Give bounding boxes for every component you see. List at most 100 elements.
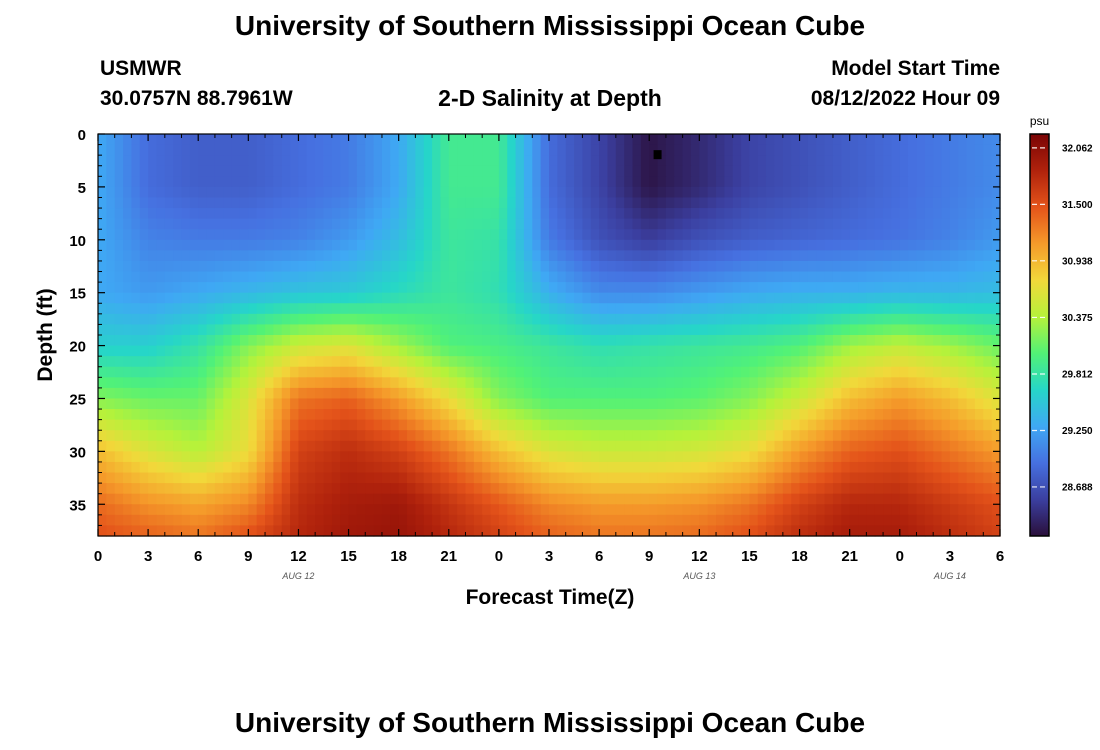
heatmap-cell: [674, 430, 684, 442]
heatmap-cell: [490, 218, 500, 230]
heatmap-cell: [941, 493, 951, 505]
heatmap-cell: [173, 271, 183, 283]
heatmap-cell: [398, 398, 408, 410]
heatmap-cell: [381, 239, 391, 251]
heatmap-cell: [381, 197, 391, 209]
heatmap-cell: [899, 493, 909, 505]
heatmap-cell: [398, 366, 408, 378]
heatmap-cell: [265, 409, 274, 421]
heatmap-cell: [281, 356, 291, 368]
heatmap-cell: [473, 260, 483, 273]
heatmap-cell: [699, 176, 709, 188]
heatmap-cell: [323, 229, 333, 241]
heatmap-cell: [958, 282, 968, 294]
heatmap-cell: [574, 239, 584, 251]
heatmap-cell: [874, 525, 884, 537]
heatmap-cell: [657, 398, 667, 410]
heatmap-cell: [991, 218, 1001, 230]
heatmap-cell: [490, 303, 500, 315]
heatmap-cell: [256, 430, 266, 442]
heatmap-cell: [148, 292, 158, 304]
heatmap-cell: [565, 504, 575, 516]
heatmap-cell: [757, 229, 767, 241]
heatmap-cell: [281, 419, 291, 431]
heatmap-cell: [365, 366, 375, 378]
heatmap-cell: [181, 197, 191, 209]
heatmap-cell: [699, 430, 709, 442]
heatmap-cell: [874, 208, 884, 220]
heatmap-cell: [832, 271, 842, 283]
heatmap-cell: [198, 461, 208, 474]
heatmap-cell: [674, 483, 684, 495]
heatmap-cell: [432, 366, 442, 378]
heatmap-cell: [991, 377, 1001, 389]
heatmap-cell: [239, 461, 249, 474]
heatmap-cell: [114, 324, 124, 336]
heatmap-cell: [799, 155, 809, 167]
heatmap-cell: [432, 345, 442, 357]
heatmap-cell: [407, 292, 416, 304]
heatmap-cell: [181, 335, 191, 347]
heatmap-cell: [114, 229, 124, 241]
heatmap-cell: [899, 419, 909, 431]
heatmap-cell: [557, 366, 567, 378]
heatmap-cell: [799, 451, 809, 463]
heatmap-cell: [457, 260, 467, 273]
heatmap-cell: [407, 377, 416, 389]
heatmap-cell: [824, 239, 834, 251]
heatmap-cell: [732, 472, 742, 484]
heatmap-cell: [657, 387, 667, 400]
heatmap-cell: [807, 451, 817, 463]
heatmap-cell: [732, 430, 742, 442]
heatmap-cell: [148, 483, 158, 495]
heatmap-cell: [407, 419, 416, 431]
heatmap-cell: [448, 366, 458, 378]
heatmap-cell: [924, 250, 934, 262]
heatmap-cell: [214, 155, 224, 167]
heatmap-cell: [682, 292, 692, 304]
heatmap-cell: [98, 324, 107, 336]
heatmap-cell: [615, 134, 625, 146]
heatmap-cell: [540, 504, 550, 516]
heatmap-cell: [874, 218, 884, 230]
heatmap-cell: [682, 409, 692, 421]
heatmap-cell: [916, 303, 926, 315]
heatmap-cell: [891, 366, 901, 378]
heatmap-cell: [866, 229, 876, 241]
heatmap-cell: [958, 292, 968, 304]
heatmap-cell: [273, 345, 283, 357]
heatmap-cell: [532, 440, 542, 452]
heatmap-cell: [966, 461, 976, 474]
heatmap-cell: [574, 303, 584, 315]
heatmap-cell: [457, 186, 467, 199]
heatmap-cell: [607, 409, 617, 421]
heatmap-cell: [732, 345, 742, 357]
heatmap-cell: [164, 419, 174, 431]
heatmap-cell: [883, 292, 893, 304]
heatmap-cell: [799, 504, 809, 516]
heatmap-cell: [757, 144, 767, 156]
heatmap-cell: [649, 387, 659, 400]
heatmap-cell: [766, 356, 776, 368]
heatmap-cell: [974, 398, 984, 410]
heatmap-cell: [874, 229, 884, 241]
heatmap-cell: [98, 208, 107, 220]
heatmap-cell: [540, 366, 550, 378]
heatmap-cell: [807, 208, 817, 220]
heatmap-cell: [649, 303, 659, 315]
heatmap-cell: [164, 409, 174, 421]
heatmap-cell: [131, 430, 141, 442]
heatmap-cell: [624, 430, 634, 442]
heatmap-cell: [632, 377, 642, 389]
heatmap-cell: [941, 165, 951, 177]
heatmap-cell: [206, 176, 216, 188]
heatmap-cell: [273, 451, 283, 463]
heatmap-cell: [782, 134, 792, 146]
heatmap-cell: [440, 165, 450, 177]
heatmap-cell: [156, 229, 166, 241]
heatmap-cell: [924, 472, 934, 484]
heatmap-cell: [699, 472, 709, 484]
heatmap-cell: [791, 345, 801, 357]
heatmap-cell: [131, 514, 141, 527]
heatmap-cell: [891, 335, 901, 347]
